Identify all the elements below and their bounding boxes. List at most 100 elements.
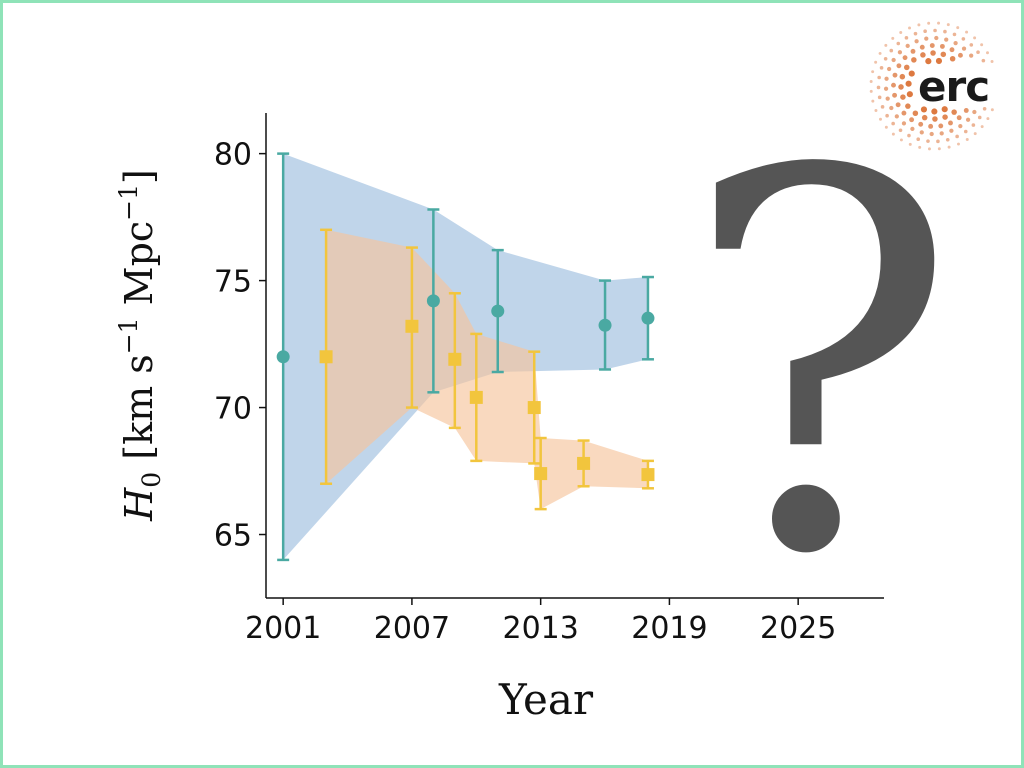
erc-dot: [929, 43, 935, 48]
erc-dot: [871, 99, 875, 103]
erc-dot: [944, 37, 949, 42]
erc-dot: [990, 108, 994, 112]
erc-dot: [908, 70, 915, 77]
erc-dot: [891, 57, 896, 63]
erc-dot: [904, 36, 909, 40]
y-tick-label-80: 80: [214, 138, 252, 173]
erc-dot: [977, 115, 982, 120]
erc-dot: [883, 56, 888, 61]
uncertainty-bands: [283, 153, 648, 560]
erc-dot: [945, 137, 950, 142]
erc-dot: [939, 43, 945, 49]
erc-dot: [905, 103, 911, 109]
erc-dot: [973, 132, 977, 136]
erc-dot: [949, 47, 955, 53]
point-s2-5: [527, 401, 541, 415]
erc-dot: [952, 32, 957, 37]
erc-dot: [927, 147, 931, 151]
erc-dot: [958, 124, 963, 129]
erc-dot: [955, 134, 959, 139]
erc-dot: [963, 129, 968, 134]
erc-dot: [892, 72, 898, 78]
erc-dot: [953, 41, 958, 46]
erc-dot: [946, 23, 950, 27]
axis-ticks: 2001 2007 2013 2019 2025 65 70 75 80: [214, 138, 837, 646]
erc-dot: [912, 110, 919, 116]
erc-dot: [871, 70, 875, 74]
erc-dot: [907, 133, 911, 138]
erc-dot: [891, 36, 895, 40]
data-markers: [276, 294, 655, 482]
erc-dot: [982, 106, 987, 111]
erc-dot: [958, 52, 963, 58]
erc-dot: [886, 66, 892, 72]
erc-dot: [940, 51, 947, 58]
erc-dot: [957, 142, 960, 146]
erc-dot: [908, 142, 912, 146]
y-tick-label-70: 70: [214, 392, 252, 427]
erc-dot: [920, 106, 928, 113]
erc-dot: [921, 114, 928, 121]
erc-dot: [894, 114, 899, 119]
erc-dot: [879, 117, 882, 121]
erc-dot: [932, 116, 938, 122]
erc-dot: [898, 84, 904, 90]
erc-dot: [904, 64, 910, 71]
point-s2-1: [319, 350, 333, 364]
point-s2-8: [641, 468, 655, 482]
erc-dot: [917, 23, 921, 27]
erc-dot: [918, 121, 924, 127]
erc-dot: [877, 75, 881, 80]
erc-dot: [969, 53, 974, 58]
erc-dot: [947, 145, 951, 149]
erc-dot: [929, 131, 934, 137]
x-tick-label-2013: 2013: [502, 611, 578, 646]
erc-dot: [906, 91, 913, 98]
erc-dot: [981, 58, 986, 63]
erc-dot: [920, 52, 926, 58]
erc-dot: [910, 48, 916, 54]
erc-dot: [976, 50, 980, 55]
erc-dot: [986, 117, 990, 121]
erc-dot: [896, 41, 901, 46]
erc-dot: [899, 138, 903, 142]
erc-dot: [937, 21, 941, 25]
erc-dot: [891, 82, 896, 88]
erc-dot: [916, 137, 921, 142]
erc-dot: [899, 31, 903, 34]
erc-dot: [884, 76, 889, 81]
erc-dot: [935, 57, 943, 65]
erc-dot: [889, 48, 894, 53]
y-tick-label-75: 75: [214, 265, 252, 300]
erc-dot: [938, 123, 944, 129]
erc-dot: [972, 109, 977, 115]
erc-dot: [909, 117, 915, 123]
erc-dot: [942, 114, 948, 120]
erc-dot: [901, 121, 907, 126]
erc-dot: [918, 145, 922, 149]
point-s1-5: [641, 311, 655, 325]
erc-dot: [923, 29, 927, 34]
erc-dot: [949, 128, 954, 133]
erc-dot: [939, 131, 944, 136]
erc-dot: [905, 43, 910, 48]
erc-dot: [980, 125, 984, 129]
erc-dot: [895, 102, 901, 108]
erc-dot: [883, 86, 889, 91]
erc-dot: [956, 115, 962, 121]
erc-dot: [898, 128, 903, 133]
y-axis-title: H0 [km s−1 Mpc−1]: [114, 169, 166, 522]
erc-dot: [884, 125, 888, 129]
erc-dot: [899, 73, 906, 80]
erc-dot: [908, 26, 911, 30]
erc-dot: [969, 43, 974, 47]
erc-dot: [973, 36, 977, 40]
erc-dot: [949, 56, 956, 62]
erc-dot: [971, 123, 976, 127]
x-tick-label-2007: 2007: [374, 611, 450, 646]
x-tick-label-2025: 2025: [760, 611, 836, 646]
point-s1-3: [491, 304, 505, 318]
point-s2-3: [448, 352, 462, 366]
erc-dot: [876, 85, 881, 90]
erc-dot: [897, 50, 903, 55]
